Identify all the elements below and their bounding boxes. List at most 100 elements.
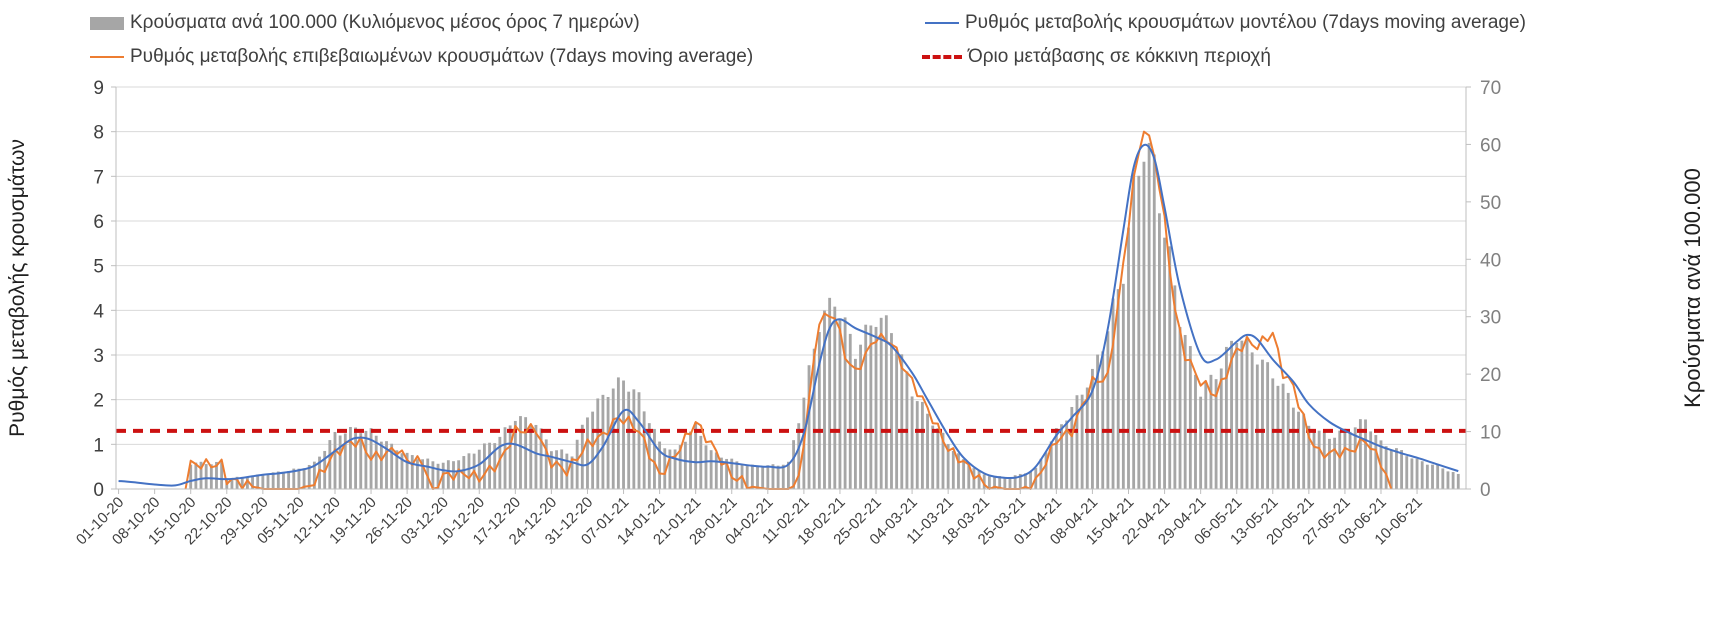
bar	[601, 394, 605, 489]
bar	[292, 468, 296, 489]
y-tick-label-left: 2	[93, 391, 104, 412]
bar	[637, 392, 641, 489]
bar	[941, 432, 945, 489]
bar	[761, 467, 765, 489]
bar	[534, 424, 538, 489]
bar	[926, 413, 929, 489]
legend-swatch-confirmed	[90, 56, 124, 58]
bar	[900, 354, 904, 489]
bar	[1096, 354, 1100, 489]
bar	[720, 457, 723, 489]
bar	[349, 426, 352, 489]
model-rate-line	[118, 143, 1459, 487]
bar	[1405, 456, 1409, 489]
bar	[874, 326, 878, 489]
bar	[853, 358, 857, 489]
bar	[354, 427, 358, 489]
bar	[1101, 351, 1105, 489]
bar	[725, 458, 729, 489]
bar	[385, 441, 388, 489]
bar	[549, 451, 553, 489]
bar	[199, 461, 203, 489]
legend-label-confirmed: Ρυθμός μεταβολής επιβεβαιωμένων κρουσμάτ…	[130, 46, 754, 67]
bar	[209, 464, 213, 489]
bar	[1240, 340, 1244, 489]
bar	[1441, 468, 1445, 489]
bar	[1281, 383, 1285, 489]
bar	[957, 453, 960, 489]
bar	[756, 466, 759, 489]
bar	[230, 478, 234, 489]
bar	[513, 420, 517, 489]
bar	[704, 445, 708, 489]
bar	[1075, 395, 1079, 489]
bar	[204, 464, 208, 489]
bar	[1152, 154, 1156, 489]
bar	[519, 416, 522, 489]
bar	[776, 465, 780, 489]
bar	[493, 443, 497, 489]
bar	[297, 468, 301, 489]
bar	[586, 417, 589, 489]
bar	[287, 471, 291, 489]
bar	[1420, 461, 1424, 489]
bar	[1431, 464, 1434, 489]
bar	[1168, 246, 1172, 489]
bar	[1132, 173, 1136, 489]
bar	[1204, 382, 1208, 489]
bar	[446, 460, 450, 489]
bar	[410, 455, 414, 489]
bar	[1235, 342, 1239, 489]
bar	[498, 436, 502, 489]
bar	[833, 306, 837, 489]
bar	[1369, 431, 1373, 489]
bar	[312, 461, 316, 489]
y-tick-label-right: 10	[1480, 423, 1501, 444]
bar	[797, 423, 801, 489]
y-axis-right-ticks: 0 10 20 30 40 50 60 70	[1480, 78, 1501, 501]
bar	[709, 450, 713, 489]
bar	[379, 441, 383, 489]
bar	[189, 464, 193, 489]
bar	[694, 422, 698, 489]
bar	[1018, 473, 1022, 489]
bar	[848, 333, 852, 489]
y-tick-label-left: 3	[93, 346, 104, 367]
y-axis-left-title: Ρυθμός μεταβολής κρουσμάτων	[6, 139, 29, 437]
bar	[245, 477, 249, 489]
bar	[539, 428, 543, 489]
axes	[111, 86, 1471, 494]
legend-swatch-model	[925, 22, 959, 24]
bar	[998, 476, 1002, 489]
bar	[400, 453, 404, 489]
bar	[735, 461, 739, 489]
bar	[1137, 175, 1141, 490]
bar	[982, 474, 986, 489]
bar	[668, 449, 672, 489]
y-tick-label-right: 30	[1480, 308, 1501, 329]
bar	[1276, 385, 1280, 489]
y-tick-label-left: 4	[93, 301, 104, 322]
bar	[1199, 396, 1203, 489]
legend-swatch-bars	[90, 16, 124, 30]
bar	[1395, 448, 1398, 489]
bar	[1374, 435, 1378, 489]
bar	[1250, 352, 1254, 489]
bar	[457, 460, 461, 489]
bar	[1328, 438, 1331, 489]
bar	[462, 456, 466, 489]
bar	[689, 431, 692, 489]
bar	[555, 450, 558, 489]
bar	[1353, 427, 1357, 489]
bar	[421, 459, 425, 489]
bar	[271, 472, 275, 489]
bar	[884, 315, 888, 489]
y-tick-label-left: 1	[93, 435, 104, 456]
bar	[1008, 477, 1012, 489]
bar	[1188, 346, 1192, 489]
bar	[328, 440, 332, 489]
bar	[1085, 387, 1089, 489]
bar	[1348, 431, 1352, 489]
bar	[678, 445, 682, 489]
bar	[616, 377, 620, 489]
